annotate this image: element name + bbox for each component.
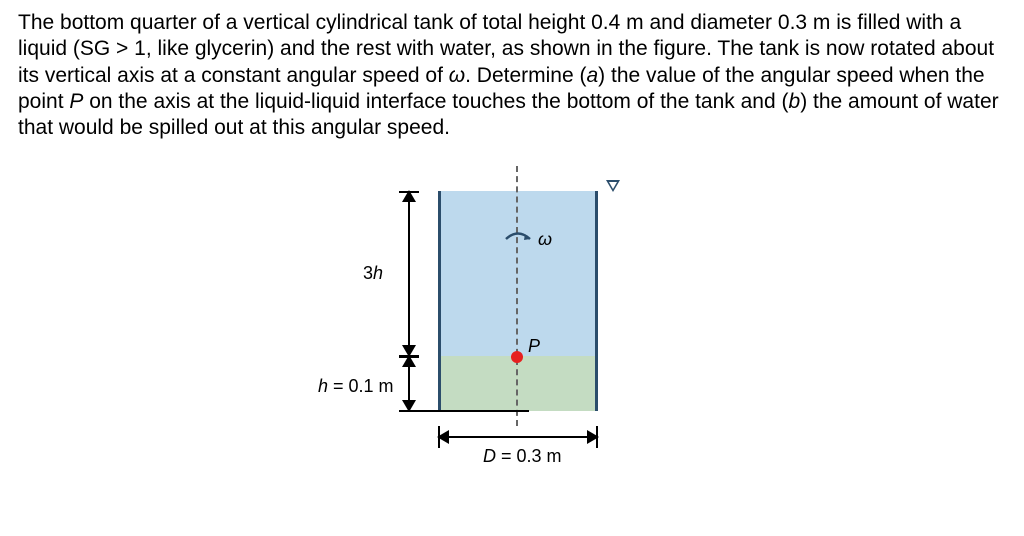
omega-label: ω	[538, 229, 552, 250]
heavy-liquid-region	[441, 356, 595, 411]
tank-figure: ω P 3h h = 0.1 m D = 0.3 m	[288, 181, 788, 501]
rotation-axis	[516, 166, 518, 426]
label-3h: 3h	[363, 263, 383, 284]
water-region	[441, 191, 595, 356]
tank-outline	[438, 191, 598, 411]
point-p-label: P	[528, 336, 540, 357]
problem-statement: The bottom quarter of a vertical cylindr…	[18, 10, 1006, 141]
rotation-arrow-icon	[503, 226, 533, 246]
label-h: h = 0.1 m	[318, 376, 394, 397]
label-diameter: D = 0.3 m	[483, 446, 562, 467]
free-surface-marker-icon	[606, 180, 620, 192]
